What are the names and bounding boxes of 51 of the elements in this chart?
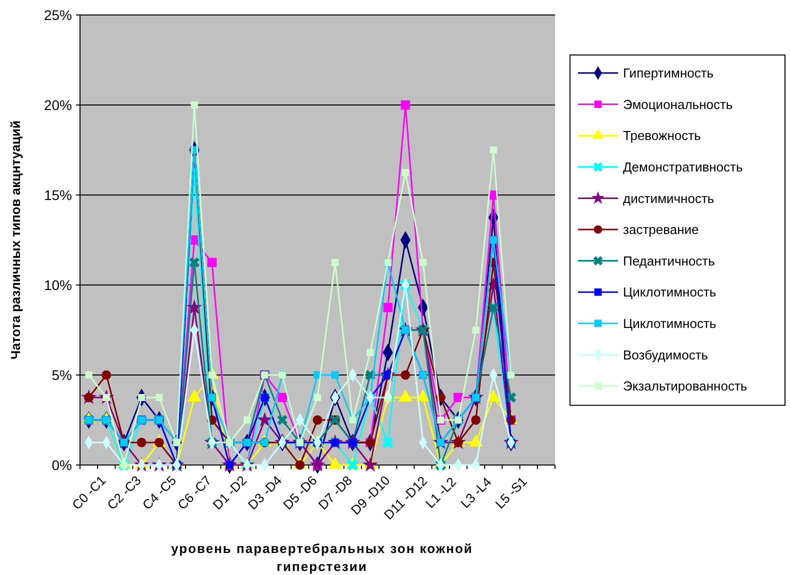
- point: [471, 415, 481, 425]
- point: [85, 371, 92, 379]
- x-tick-label: D1 -D2: [210, 472, 250, 512]
- point: [257, 412, 272, 427]
- x-tick-label: C0 -C1: [68, 472, 109, 512]
- point: [189, 257, 200, 268]
- point: [136, 438, 146, 448]
- y-tick-label: 15%: [44, 186, 72, 203]
- point: [383, 302, 393, 312]
- legend-label: Возбудимость: [623, 347, 708, 362]
- point: [400, 100, 410, 110]
- point: [382, 436, 394, 448]
- point: [402, 168, 409, 176]
- legend-label: дистимичность: [623, 190, 714, 206]
- legend-label: Экзальтированность: [623, 378, 748, 394]
- point: [331, 371, 339, 379]
- point: [277, 414, 288, 426]
- point: [207, 258, 217, 268]
- legend-label: Тревожность: [623, 128, 702, 144]
- y-tick-label: 20%: [44, 96, 72, 113]
- point: [278, 392, 287, 402]
- legend-label: Циклотимность: [623, 316, 716, 331]
- legend-label: застревание: [623, 222, 699, 238]
- y-tick-label: 10%: [44, 276, 72, 293]
- point: [314, 394, 322, 402]
- point: [400, 370, 410, 380]
- legend-label: Педантичность: [623, 253, 716, 268]
- y-axis-title: Чатота различных типов акцнтуаций: [8, 120, 23, 360]
- point: [332, 258, 339, 266]
- legend-label: Эмоциональность: [623, 96, 733, 112]
- point: [362, 456, 378, 472]
- x-tick-label: L3 -L4: [458, 474, 494, 511]
- y-tick-label: 5%: [52, 366, 72, 383]
- point: [420, 258, 427, 266]
- legend-label: Демонстративность: [623, 159, 743, 174]
- point: [102, 370, 112, 380]
- point: [366, 348, 374, 356]
- point: [190, 101, 198, 109]
- point: [156, 394, 163, 402]
- point: [506, 392, 516, 403]
- legend-label: Циклотимность: [623, 284, 716, 300]
- x-tick-label: L5 -S1: [492, 474, 530, 512]
- point: [472, 326, 480, 334]
- x-tick-label: C4 -C5: [139, 472, 180, 512]
- point: [312, 415, 322, 425]
- y-tick-label: 0%: [52, 456, 72, 473]
- legend-label: Гипертимность: [623, 66, 714, 81]
- point: [244, 416, 251, 424]
- y-tick-label: 25%: [44, 6, 72, 23]
- x-axis-title: уровень паравертебральных зон кожной гиперстезии: [171, 541, 473, 574]
- point: [490, 146, 497, 154]
